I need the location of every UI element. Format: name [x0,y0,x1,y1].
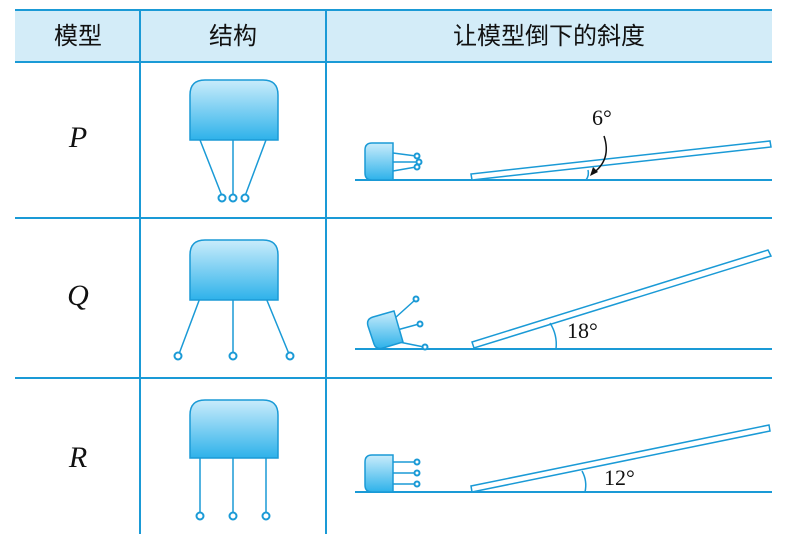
table-rules [15,9,772,534]
header-cell: 结构 [209,22,257,50]
structure-p [189,79,279,203]
slope-angle: 18° [567,318,598,343]
header-cell: 让模型倒下的斜度 [453,22,645,50]
slope-angle: 6° [592,105,612,130]
header-cell: 模型 [54,22,102,50]
slope-q [355,249,773,351]
slope-angle: 12° [604,465,635,490]
slope-p [355,135,772,181]
model-name: R [68,441,87,474]
structure-r [189,399,279,521]
structure-q [173,239,295,361]
model-name: P [68,121,87,154]
header-bg [15,10,772,62]
slope-r [355,424,772,493]
model-name: Q [67,279,89,312]
